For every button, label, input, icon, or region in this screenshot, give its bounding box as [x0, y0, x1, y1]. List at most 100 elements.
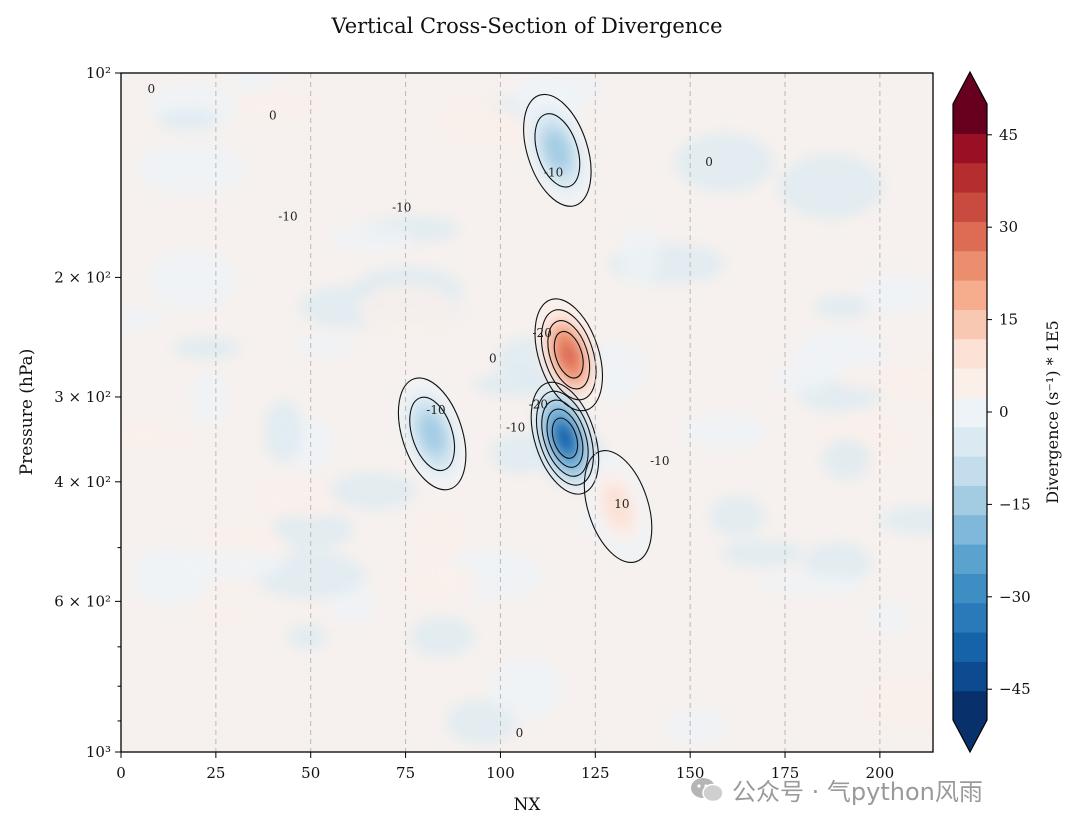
contour-label: 0 — [269, 108, 277, 122]
wechat-icon — [690, 777, 724, 803]
contour-line — [409, 396, 456, 472]
field-patch — [867, 603, 911, 633]
contour-label: -10 — [544, 165, 563, 179]
feature-ring — [544, 131, 570, 170]
colorbar-segment — [953, 456, 987, 486]
field-patch — [822, 438, 872, 480]
contour-label: 0 — [489, 352, 497, 366]
colorbar-tick-label: 15 — [999, 311, 1018, 329]
colorbar-segment — [953, 192, 987, 222]
y-axis: 10² 2 × 10² 3 × 10² 4 × 10² 6 × 10² 10³ — [54, 64, 121, 761]
field-patch — [121, 424, 190, 451]
contour-label: 0 — [148, 82, 156, 96]
colorbar-segment — [953, 162, 987, 193]
contour-line — [534, 298, 603, 412]
field-patch — [880, 506, 933, 535]
x-tick-label: 175 — [771, 764, 800, 782]
contour-label: -10 — [392, 201, 411, 215]
x-tick-label: 75 — [396, 764, 415, 782]
colorbar-segment — [953, 573, 987, 604]
field-patch — [331, 223, 413, 253]
contour-labels: 0 0 -10 -10 -10 0 -20 0 -10 -20 -10 -10 10 0 — [148, 82, 713, 740]
field-patch — [288, 625, 328, 649]
colorbar-segment — [953, 690, 987, 721]
contour-line — [534, 113, 581, 188]
field-patch — [158, 108, 219, 131]
contour-line — [553, 330, 584, 379]
contour-label: -10 — [650, 454, 669, 468]
y-tick-label: 4 × 10² — [54, 473, 111, 491]
x-tick-label: 50 — [301, 764, 320, 782]
field-patch — [489, 657, 563, 720]
colorbar-tick-label: −45 — [999, 680, 1031, 698]
contour-line — [547, 320, 591, 390]
feature-ring — [603, 483, 633, 530]
x-tick-label: 25 — [206, 764, 225, 782]
colorbar-segment — [953, 250, 987, 281]
y-tick-label: 10³ — [86, 743, 111, 761]
field-patch — [438, 99, 519, 149]
colorbar-segment — [953, 368, 987, 398]
y-tick-label: 10² — [86, 64, 111, 82]
x-tick-label: 150 — [676, 764, 705, 782]
field-patch — [329, 472, 416, 510]
colorbar-segment — [953, 661, 987, 692]
field-patch — [264, 400, 303, 463]
contour-label: -10 — [426, 403, 445, 417]
field-patch — [400, 562, 477, 603]
field-patch — [191, 370, 228, 425]
x-axis: 0 25 50 75 100 125 150 175 200 — [116, 752, 894, 782]
field-patch — [836, 366, 908, 391]
contour-label: 0 — [516, 726, 524, 740]
colorbar-segment — [953, 544, 987, 574]
divergence-field — [121, 73, 933, 752]
field-blobs — [121, 73, 933, 745]
plot-frame — [120, 72, 934, 753]
contour-line — [541, 399, 589, 477]
colorbar-segment — [953, 397, 987, 428]
colorbar-segment — [953, 280, 987, 310]
field-patch — [136, 142, 247, 196]
field-patch — [147, 249, 238, 312]
field-patch — [675, 133, 774, 192]
field-patch — [755, 572, 865, 594]
contour-line — [540, 309, 597, 401]
colorbar-segment — [953, 514, 987, 545]
colorbar-segment — [953, 133, 987, 164]
colorbar-tick-label: 0 — [999, 403, 1009, 421]
y-tick-label: 6 × 10² — [54, 592, 111, 610]
chart-title: Vertical Cross-Section of Divergence — [330, 14, 722, 38]
x-axis-label: NX — [514, 795, 542, 815]
y-tick-label: 2 × 10² — [54, 268, 111, 286]
colorbar-segment — [953, 426, 987, 457]
field-patch — [710, 496, 765, 537]
colorbar-outline — [952, 70, 988, 754]
contour-lines — [397, 93, 653, 564]
colorbar-segment — [953, 338, 987, 369]
contour-label: -20 — [529, 398, 548, 412]
contour-line — [530, 381, 600, 495]
contour-label: -10 — [278, 210, 297, 224]
colorbar-tick-label: −30 — [999, 588, 1031, 606]
feature-ring — [556, 425, 574, 451]
field-patch — [618, 225, 662, 285]
field-patch — [121, 305, 163, 330]
field-patch — [682, 412, 767, 450]
contour-line — [535, 390, 594, 486]
x-tick-label: 0 — [116, 764, 126, 782]
contour-label: 0 — [705, 155, 713, 169]
field-patch — [293, 335, 356, 357]
y-tick-label: 3 × 10² — [54, 388, 111, 406]
x-tick-label: 100 — [486, 764, 515, 782]
field-patch — [233, 73, 277, 93]
watermark-text: 公众号 · 气python风雨 — [732, 778, 983, 806]
field-patch — [172, 337, 240, 359]
field-patch — [859, 678, 933, 727]
field-patch — [858, 273, 933, 314]
feature-ring — [419, 414, 445, 453]
colorbar-tick-label: −15 — [999, 495, 1031, 513]
field-patch — [410, 617, 474, 656]
watermark: 公众号 · 气python风雨 — [690, 772, 983, 807]
